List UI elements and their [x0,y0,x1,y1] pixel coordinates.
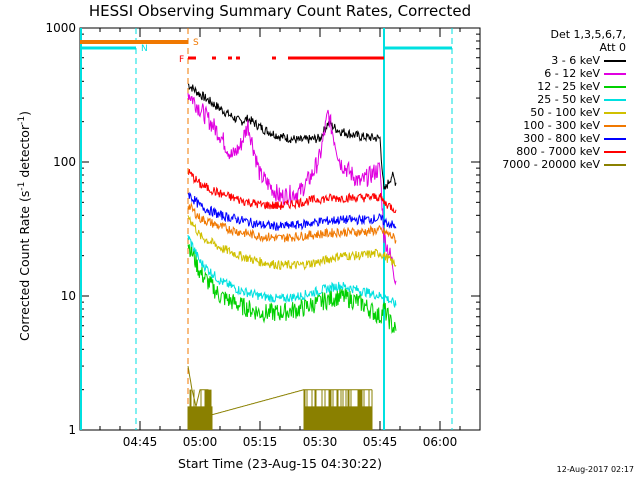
y-tick-label: 1 [68,423,76,437]
flag-f-bar [288,56,384,60]
legend-entry-swatch [604,138,626,140]
legend-entry: 3 - 6 keV [480,54,630,67]
series-line-300-800-kev [187,191,397,231]
legend-entry-swatch [604,73,626,75]
legend-entry-label: 7000 - 20000 keV [502,158,600,171]
legend-header-attenuator: Att 0 [599,41,626,54]
legend-entry-swatch [604,164,626,166]
x-tick-label: 04:45 [123,435,158,449]
legend-entry: 800 - 7000 keV [480,145,630,158]
flag-f-label: F [179,55,184,65]
series-line-25-50-kev [187,234,397,308]
x-tick-label: 05:45 [363,435,398,449]
series-line-50-100-kev [187,215,397,271]
legend-entry-swatch [604,151,626,153]
flag-f-bar [188,56,196,60]
x-tick-label: 05:00 [183,435,218,449]
legend-entry-label: 300 - 800 keV [523,132,600,145]
x-tick-label: 05:15 [243,435,278,449]
legend-entry-swatch [604,86,626,88]
y-tick-label: 10 [61,289,76,303]
legend-entry-label: 3 - 6 keV [551,54,600,67]
legend-entry: 100 - 300 keV [480,119,630,132]
y-tick-label: 1000 [45,21,76,35]
legend-entry-swatch [604,99,626,101]
legend-entry-swatch [604,60,626,62]
flag-f-bar [228,56,232,60]
legend-entries: 3 - 6 keV 6 - 12 keV 12 - 25 keV 25 - 50 ke… [480,54,630,171]
legend-entry: 7000 - 20000 keV [480,158,630,171]
x-tick-label: 05:30 [303,435,338,449]
series-line-6-12-kev [187,93,397,286]
flag-f-bar [212,56,216,60]
y-tick-label: 100 [53,155,76,169]
legend-entry-label: 6 - 12 keV [544,67,600,80]
legend-entry-label: 800 - 7000 keV [516,145,600,158]
plot-frame [79,27,481,431]
legend-entry-label: 12 - 25 keV [537,80,600,93]
series-line-3-6-kev [187,83,397,190]
series-line-12-25-kev [187,242,397,334]
series-line-100-300-kev [187,201,397,244]
legend-entry-swatch [604,112,626,114]
legend-entry: 6 - 12 keV [480,67,630,80]
plot-timestamp: 12-Aug-2017 02:17 [556,465,634,474]
legend-entry-label: 50 - 100 keV [530,106,600,119]
legend-entry-label: 25 - 50 keV [537,93,600,106]
y-axis-label: Corrected Count Rate (s-1 detector-1) [17,111,33,341]
chart-title: HESSI Observing Summary Count Rates, Cor… [88,2,472,20]
x-axis-label: Start Time (23-Aug-15 04:30:22) [178,456,382,471]
flag-n-bar [384,46,452,50]
legend-entry-swatch [604,125,626,127]
legend-entry: 50 - 100 keV [480,106,630,119]
series-line-800-7000-kev [187,169,397,214]
legend-entry: 300 - 800 keV [480,132,630,145]
legend-entry: 12 - 25 keV [480,80,630,93]
legend-header-detectors: Det 1,3,5,6,7, [550,28,626,41]
flag-n-label: N [141,44,148,54]
flag-f-bar [272,56,276,60]
flag-n-bar [80,46,136,50]
legend: Det 1,3,5,6,7, Att 0 3 - 6 keV 6 - 12 keV… [480,28,630,171]
flag-s-label: S [193,38,199,48]
legend-entry-label: 100 - 300 keV [523,119,600,132]
legend-entry: 25 - 50 keV [480,93,630,106]
flag-s-bar [80,40,188,44]
x-tick-label: 06:00 [423,435,458,449]
flag-f-bar [236,56,240,60]
